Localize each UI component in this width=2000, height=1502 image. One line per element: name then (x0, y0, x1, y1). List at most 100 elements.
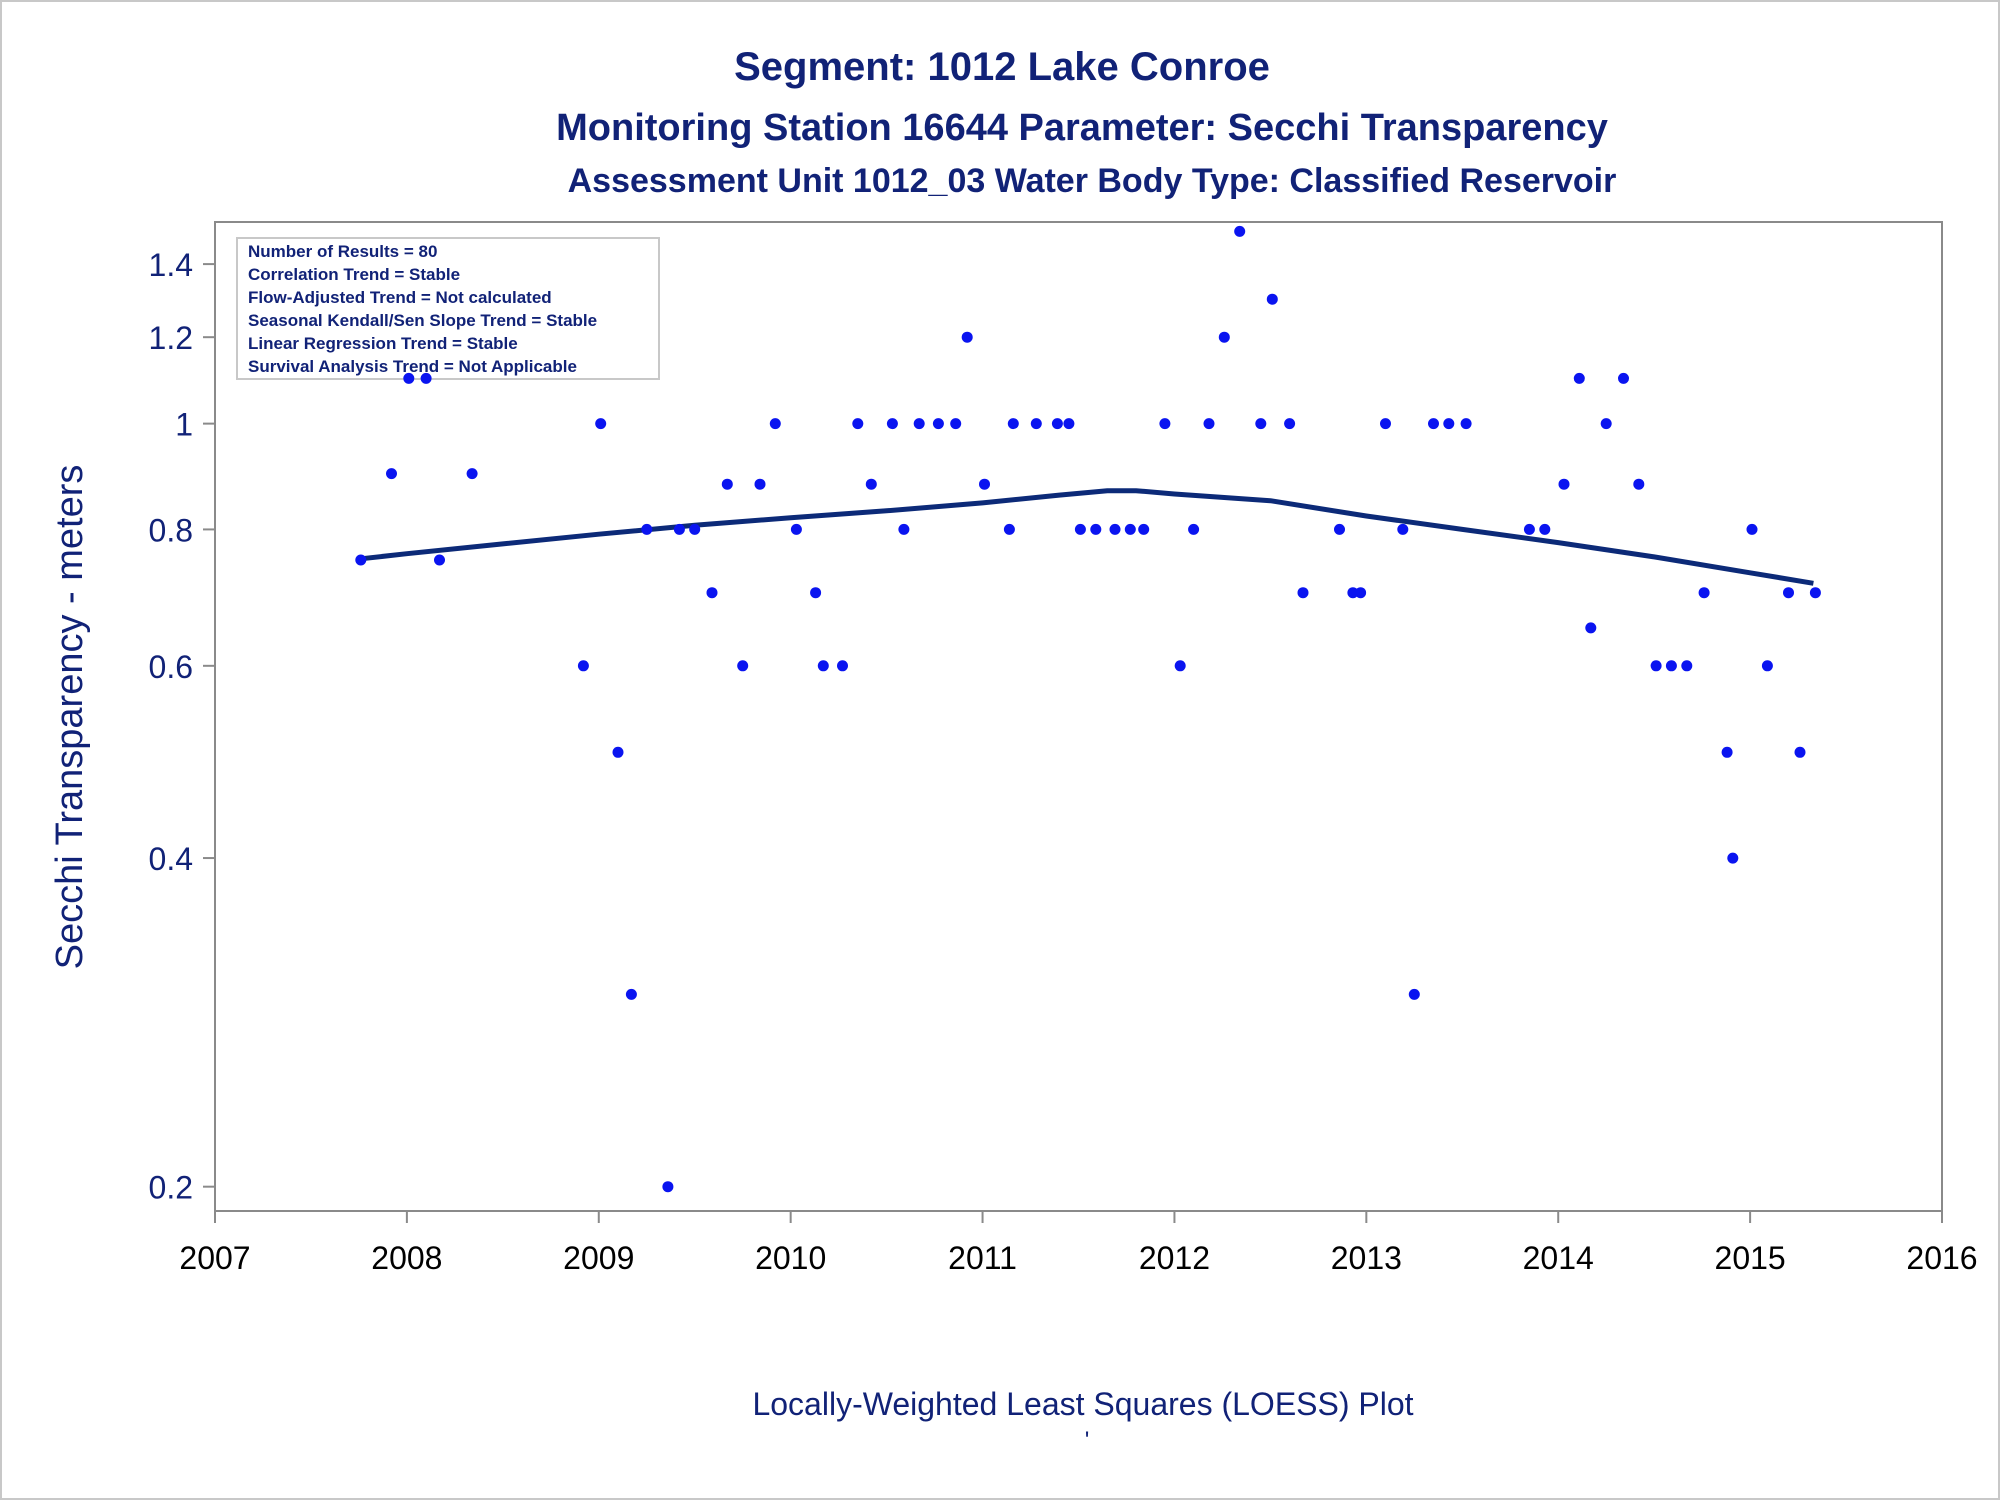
data-point (1408, 988, 1420, 1000)
data-point (1188, 523, 1200, 535)
data-point (1138, 523, 1150, 535)
y-tick-label: 1 (175, 407, 193, 443)
stats-inset-line: Number of Results = 80 (248, 242, 437, 261)
data-point (1809, 587, 1821, 599)
x-tick-label: 2007 (179, 1240, 250, 1276)
data-point (1558, 478, 1570, 490)
y-tick-label: 0.8 (149, 512, 193, 548)
data-point (1681, 660, 1693, 672)
x-tick-label: 2015 (1715, 1240, 1786, 1276)
y-tick-label: 0.4 (149, 841, 193, 877)
data-point (721, 478, 733, 490)
x-tick-label: 2016 (1906, 1240, 1977, 1276)
y-axis: 0.2 0.4 0.6 0.8 1 1.2 1.4 (149, 247, 215, 1206)
data-point (865, 478, 877, 490)
data-point (913, 418, 925, 430)
x-tick-label: 2012 (1139, 1240, 1210, 1276)
data-point (1255, 418, 1267, 430)
data-point (1585, 622, 1597, 634)
data-point (1030, 418, 1042, 430)
data-point (1159, 418, 1171, 430)
data-point (1355, 587, 1367, 599)
title-block: Segment: 1012 Lake Conroe Monitoring Sta… (556, 45, 1616, 200)
data-point (817, 660, 829, 672)
data-point (595, 418, 607, 430)
data-point (689, 523, 701, 535)
data-point (1051, 418, 1063, 430)
chart-title: Segment: 1012 Lake Conroe (734, 45, 1270, 89)
data-point (1460, 418, 1472, 430)
data-point (662, 1181, 674, 1193)
data-point (754, 478, 766, 490)
stats-inset-box (236, 237, 660, 380)
data-point (1297, 587, 1309, 599)
data-point (979, 478, 990, 490)
data-point (386, 468, 397, 480)
data-point (898, 523, 910, 535)
data-point (1539, 523, 1551, 535)
data-point (950, 418, 962, 430)
data-point (1794, 746, 1806, 758)
data-point (420, 372, 432, 384)
data-point (1618, 372, 1629, 384)
data-point (1600, 418, 1612, 430)
data-point (1347, 587, 1359, 599)
data-points (355, 225, 1821, 1193)
data-point (961, 331, 973, 343)
data-point (466, 468, 478, 480)
loess-curve (360, 488, 1814, 586)
x-tick-label: 2014 (1523, 1240, 1594, 1276)
data-point (706, 587, 718, 599)
data-point (1761, 660, 1773, 672)
data-point (403, 372, 415, 384)
data-point (1124, 523, 1136, 535)
data-point (790, 523, 802, 535)
data-point (1727, 852, 1739, 864)
data-point (1443, 418, 1455, 430)
plot-area (214, 221, 1943, 1212)
chart-subtitle-station: Monitoring Station 16644 Parameter: Secc… (556, 107, 1608, 149)
data-point (1109, 523, 1121, 535)
data-point (1380, 418, 1391, 430)
y-tick-label: 0.2 (149, 1170, 193, 1206)
data-point (1783, 587, 1794, 599)
y-tick-label: 0.6 (149, 649, 193, 685)
stats-inset-line: Flow-Adjusted Trend = Not calculated (248, 288, 552, 307)
data-point (1063, 418, 1075, 430)
data-point (852, 418, 864, 430)
data-point (612, 746, 624, 758)
data-point (577, 660, 589, 672)
data-point (1633, 478, 1645, 490)
footnote-text: Locally-Weighted Least Squares (LOESS) P… (752, 1386, 1413, 1422)
data-point (1523, 523, 1535, 535)
x-tick-label: 2009 (563, 1240, 634, 1276)
data-point (1397, 523, 1409, 535)
data-point (810, 587, 822, 599)
data-point (1234, 225, 1246, 237)
data-point (932, 418, 944, 430)
data-point (434, 554, 445, 566)
data-point (737, 660, 749, 672)
data-point (1074, 523, 1086, 535)
data-point (1218, 331, 1230, 343)
data-point (1698, 587, 1710, 599)
data-point (1428, 418, 1439, 430)
data-point (641, 523, 653, 535)
data-point (625, 988, 637, 1000)
data-point (355, 554, 367, 566)
chart-subtitle-assessment: Assessment Unit 1012_03 Water Body Type:… (568, 162, 1617, 200)
stats-inset-line: Correlation Trend = Stable (248, 265, 460, 284)
data-point (1007, 418, 1019, 430)
data-point (1003, 523, 1015, 535)
footnote-mark: ' (1085, 1427, 1090, 1454)
data-point (1090, 523, 1102, 535)
data-point (769, 418, 781, 430)
data-point (1284, 418, 1296, 430)
stats-inset: Number of Results = 80 Correlation Trend… (236, 237, 660, 380)
data-point (1334, 523, 1345, 535)
data-point (837, 660, 848, 672)
data-point (1650, 660, 1662, 672)
data-point (1266, 293, 1278, 305)
